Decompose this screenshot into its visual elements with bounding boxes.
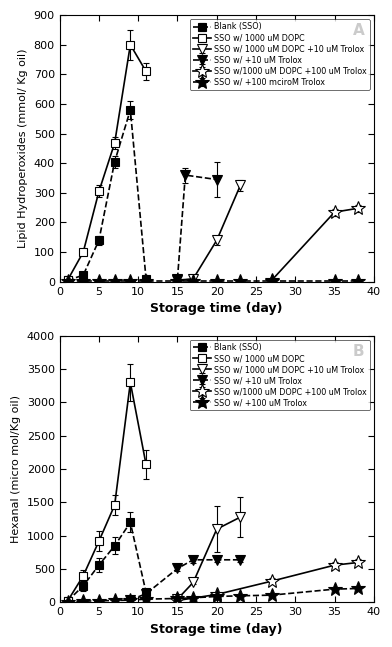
Y-axis label: Lipid Hydroperoxides (mmol/ Kg oil): Lipid Hydroperoxides (mmol/ Kg oil)	[18, 49, 28, 248]
Text: B: B	[353, 344, 365, 359]
Y-axis label: Hexanal (micro mol/Kg oil): Hexanal (micro mol/Kg oil)	[11, 395, 21, 543]
Legend: Blank (SSO), SSO w/ 1000 uM DOPC, SSO w/ 1000 uM DOPC +10 uM Trolox, SSO w/ +10 : Blank (SSO), SSO w/ 1000 uM DOPC, SSO w/…	[190, 340, 370, 410]
X-axis label: Storage time (day): Storage time (day)	[151, 302, 283, 315]
Text: A: A	[353, 23, 365, 38]
Legend: Blank (SSO), SSO w/ 1000 uM DOPC, SSO w/ 1000 uM DOPC +10 uM Trolox, SSO w/ +10 : Blank (SSO), SSO w/ 1000 uM DOPC, SSO w/…	[190, 19, 370, 90]
X-axis label: Storage time (day): Storage time (day)	[151, 623, 283, 636]
